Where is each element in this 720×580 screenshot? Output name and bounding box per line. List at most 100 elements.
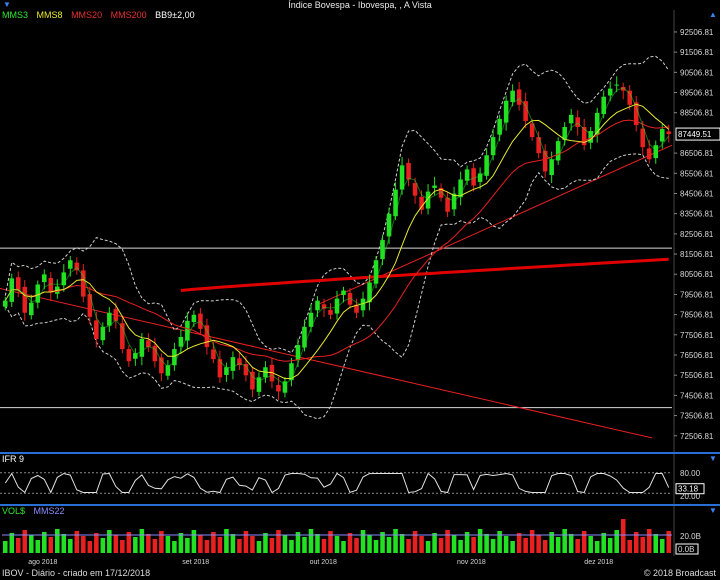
volume-bar [2, 541, 8, 553]
candle [458, 179, 463, 198]
window-title-bar: ▼ Índice Bovespa - Ibovespa, , A Vista [0, 0, 720, 10]
volume-bar [653, 534, 659, 553]
volume-bar [386, 537, 392, 553]
candle [425, 191, 431, 209]
ifr-line [4, 472, 670, 494]
volume-bar [516, 533, 522, 553]
candle [503, 100, 509, 123]
volume-bar [627, 540, 632, 553]
volume-bar [373, 540, 379, 553]
volume-bar [74, 531, 80, 553]
volume-bar [81, 536, 86, 553]
candle [536, 137, 541, 154]
legend-mms3: MMS3 [2, 10, 29, 20]
mms8-line [4, 103, 670, 380]
volume-bar [211, 532, 216, 553]
volume-bar [237, 539, 242, 553]
candle [74, 262, 80, 271]
ifr-axis-label: 80.00 [680, 469, 701, 478]
bollinger-upper-line [4, 55, 670, 354]
candle [2, 300, 8, 307]
price-legend: MMS3 MMS8 MMS20 MMS200 BB9±2,00 [2, 10, 201, 20]
volume-bar [61, 534, 67, 553]
candle [35, 284, 41, 303]
volume-bar [588, 536, 593, 553]
window-title: Índice Bovespa - Ibovespa, , A Vista [288, 0, 432, 10]
candle [529, 123, 535, 138]
pane-divider[interactable] [0, 452, 720, 454]
volume-bar [250, 536, 255, 553]
trend-line [0, 288, 653, 439]
price-axis-label: 81506.81 [680, 250, 714, 259]
volume-bar [328, 531, 333, 553]
ifr-pane[interactable]: IFR 9 ▼ 80.00 20.00 33.18 [0, 454, 720, 504]
candle [438, 187, 444, 198]
chevron-down-icon[interactable]: ▼ [709, 506, 717, 515]
volume-bar [42, 532, 47, 553]
candle [588, 131, 593, 143]
volume-bar [412, 531, 418, 553]
volume-bar [438, 538, 444, 553]
volume-chart[interactable]: 20.0B 0.0B [0, 506, 720, 556]
price-axis-label: 79506.81 [680, 290, 714, 299]
candle [165, 365, 171, 376]
chevron-down-icon[interactable]: ▼ [3, 0, 11, 9]
volume-pane[interactable]: VOL$ MMS22 ▼ 20.0B 0.0B [0, 506, 720, 556]
candle [276, 385, 281, 392]
mms20-line [4, 119, 669, 362]
price-axis-label: 85506.81 [680, 169, 714, 178]
ifr-axis-label: 20.00 [680, 492, 701, 501]
price-chart[interactable]: 92506.81 91506.81 90506.81 89506.81 88506.81… [0, 10, 720, 452]
volume-bar [282, 535, 288, 553]
volume-bar [28, 535, 34, 553]
volume-bar [458, 540, 463, 553]
chevron-down-icon[interactable]: ▼ [709, 454, 717, 463]
volume-bar [100, 538, 106, 553]
volume-bar [601, 533, 606, 553]
chevron-up-icon[interactable]: ▲ [709, 10, 717, 19]
candle [282, 381, 288, 393]
candle [113, 309, 119, 321]
volume-bar [406, 539, 411, 553]
volume-bar [542, 540, 548, 553]
candle [172, 349, 177, 366]
candle [445, 197, 450, 212]
volume-bar [159, 531, 164, 553]
copyright: © 2018 Broadcast [643, 568, 716, 578]
pane-divider[interactable] [0, 504, 720, 506]
volume-bar [347, 533, 353, 553]
price-axis-label: 73506.81 [680, 412, 714, 421]
candle [185, 320, 190, 341]
candle [542, 150, 548, 172]
price-axis-label: 75506.81 [680, 371, 714, 380]
footer: IBOV - Diário - criado em 17/12/2018 © 2… [0, 566, 720, 580]
volume-axis-label: 20.0B [680, 532, 701, 541]
candle [87, 294, 93, 317]
volume-bar [15, 538, 21, 553]
price-axis-label: 91506.81 [680, 48, 714, 57]
volume-bar [315, 534, 320, 553]
candle [237, 358, 242, 366]
volume-bar [256, 541, 262, 553]
time-axis-label: dez 2018 [584, 559, 613, 566]
candle [100, 326, 106, 341]
volume-bar [22, 530, 28, 553]
price-axis-label: 78506.81 [680, 311, 714, 320]
candle [581, 126, 587, 146]
candle [94, 320, 99, 339]
candle [646, 148, 652, 160]
volume-bar [451, 535, 457, 553]
ifr-value-label: 33.18 [678, 485, 699, 494]
price-axis-label: 92506.81 [680, 28, 714, 37]
price-axis-label: 72506.81 [680, 432, 714, 441]
volume-bar [510, 541, 515, 553]
price-pane[interactable]: MMS3 MMS8 MMS20 MMS200 BB9±2,00 ▲ 92506.… [0, 10, 720, 452]
candle [555, 141, 561, 161]
candle [321, 304, 327, 309]
candle [412, 183, 418, 196]
volume-bar [490, 539, 496, 553]
volume-bar [575, 539, 580, 553]
volume-bar [581, 531, 587, 553]
candle [159, 357, 164, 374]
